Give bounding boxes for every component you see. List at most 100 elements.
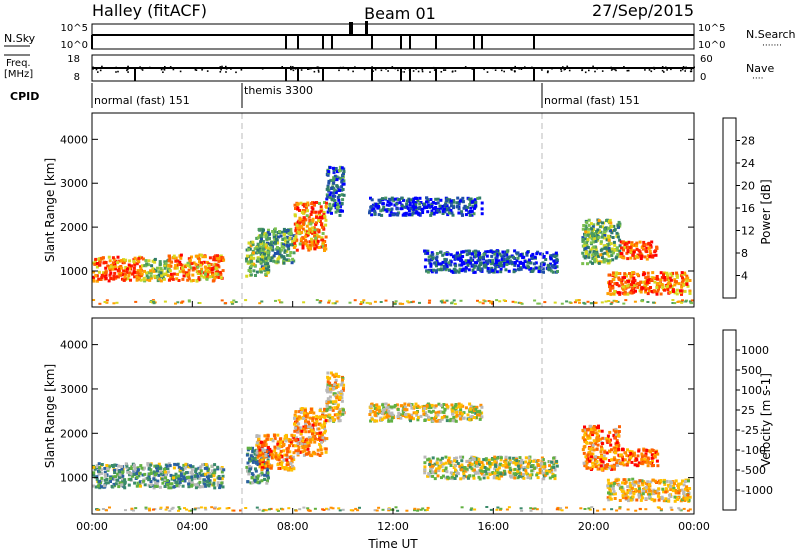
power-echo-cell xyxy=(447,208,451,212)
velocity-echo-cell xyxy=(301,439,305,443)
power-echo-cell xyxy=(342,182,346,186)
velocity-echo-cell xyxy=(381,403,385,407)
velocity-echo-cell xyxy=(195,483,199,487)
power-echo-region xyxy=(92,255,145,283)
power-echo-cell xyxy=(639,290,643,294)
power-echo-cell xyxy=(657,287,660,291)
velocity-echo-cell xyxy=(328,408,332,411)
power-ground-scatter xyxy=(578,301,581,304)
velocity-echo-cell xyxy=(313,437,317,441)
power-echo-cell xyxy=(369,205,373,209)
power-echo-cell xyxy=(255,246,259,250)
velocity-echo-cell xyxy=(156,479,160,483)
velocity-echo-cell xyxy=(288,456,292,459)
power-echo-cell xyxy=(222,258,226,262)
power-echo-cell xyxy=(146,276,150,280)
velocity-echo-cell xyxy=(618,425,621,429)
power-echo-cell xyxy=(191,268,195,272)
power-echo-cell xyxy=(586,262,589,266)
power-echo-cell xyxy=(615,231,619,235)
velocity-echo-cell xyxy=(408,414,412,418)
power-echo-cell xyxy=(146,278,150,282)
power-echo-cell xyxy=(280,254,284,258)
power-echo-cell xyxy=(326,185,330,189)
velocity-echo-cell xyxy=(253,479,257,482)
power-echo-cell xyxy=(426,249,430,253)
power-echo-cell xyxy=(377,213,381,217)
power-echo-cell xyxy=(388,208,392,212)
power-echo-cell xyxy=(339,209,343,213)
power-echo-cell xyxy=(643,272,646,276)
velocity-echo-cell xyxy=(470,462,474,466)
power-echo-cell xyxy=(591,261,594,265)
nave-point xyxy=(206,70,209,72)
velocity-echo-cell xyxy=(595,459,599,463)
power-echo-cell xyxy=(283,237,287,241)
power-ground-scatter xyxy=(333,302,337,305)
power-echo-cell xyxy=(648,241,651,245)
power-echo-cell xyxy=(332,166,335,170)
velocity-echo-cell xyxy=(257,454,261,458)
power-echo-cell xyxy=(494,264,498,268)
power-echo-cell xyxy=(665,285,669,289)
power-echo-cell xyxy=(452,255,455,259)
power-echo-cell xyxy=(442,264,446,268)
velocity-echo-cell xyxy=(183,479,187,483)
velocity-echo-cell xyxy=(305,437,309,441)
power-echo-cell xyxy=(265,233,269,237)
power-echo-cell xyxy=(441,260,445,264)
power-echo-cell xyxy=(247,260,251,264)
power-echo-cell xyxy=(581,262,585,266)
velocity-echo-cell xyxy=(290,460,294,464)
velocity-echo-cell xyxy=(310,425,314,429)
power-echo-cell xyxy=(306,203,310,207)
power-echo-cell xyxy=(585,226,589,230)
velocity-echo-cell xyxy=(614,448,618,452)
power-echo-cell xyxy=(478,196,482,200)
velocity-echo-cell xyxy=(282,449,286,453)
velocity-echo-cell xyxy=(412,417,415,421)
power-echo-cell xyxy=(252,262,256,266)
power-echo-cell xyxy=(623,276,626,279)
velocity-echo-cell xyxy=(646,464,650,468)
date-title: 27/Sep/2015 xyxy=(592,1,694,20)
power-echo-cell xyxy=(306,231,310,235)
power-echo-cell xyxy=(470,213,474,217)
velocity-echo-cell xyxy=(640,458,644,462)
power-echo-cell xyxy=(133,261,136,265)
power-echo-cell xyxy=(321,232,325,235)
power-echo-cell xyxy=(249,256,253,260)
velocity-echo-cell xyxy=(172,466,176,470)
power-echo-cell xyxy=(311,229,315,233)
velocity-echo-cell xyxy=(586,428,589,432)
velocity-echo-cell xyxy=(103,470,107,474)
velocity-echo-cell xyxy=(476,413,479,417)
velocity-echo-cell xyxy=(97,472,101,476)
power-ground-scatter xyxy=(502,299,506,302)
velocity-echo-cell xyxy=(436,413,440,417)
power-echo-cell xyxy=(611,278,615,282)
velocity-echo-cell xyxy=(323,438,327,442)
power-ground-scatter xyxy=(258,302,262,305)
power-echo-cell xyxy=(464,266,468,270)
power-echo-cell xyxy=(119,273,122,277)
power-echo-cell xyxy=(315,245,319,249)
velocity-echo-cell xyxy=(159,470,162,474)
power-echo-cell xyxy=(607,246,611,250)
power-echo-cell xyxy=(305,214,309,218)
velocity-echo-cell xyxy=(555,464,559,468)
power-echo-cell xyxy=(328,206,332,210)
velocity-echo-cell xyxy=(469,404,473,408)
velocity-echo-cell xyxy=(157,473,161,477)
power-echo-cell xyxy=(251,243,255,247)
power-echo-cell xyxy=(388,197,392,201)
power-echo-cell xyxy=(260,257,264,261)
power-echo-cell xyxy=(611,258,615,262)
power-echo-cell xyxy=(603,259,607,262)
velocity-echo-cell xyxy=(608,466,612,470)
velocity-echo-cell xyxy=(600,468,604,472)
power-echo-cell xyxy=(486,267,490,270)
power-echo-cell xyxy=(303,235,307,239)
velocity-echo-cell xyxy=(177,465,181,469)
power-echo-cell xyxy=(109,277,113,280)
